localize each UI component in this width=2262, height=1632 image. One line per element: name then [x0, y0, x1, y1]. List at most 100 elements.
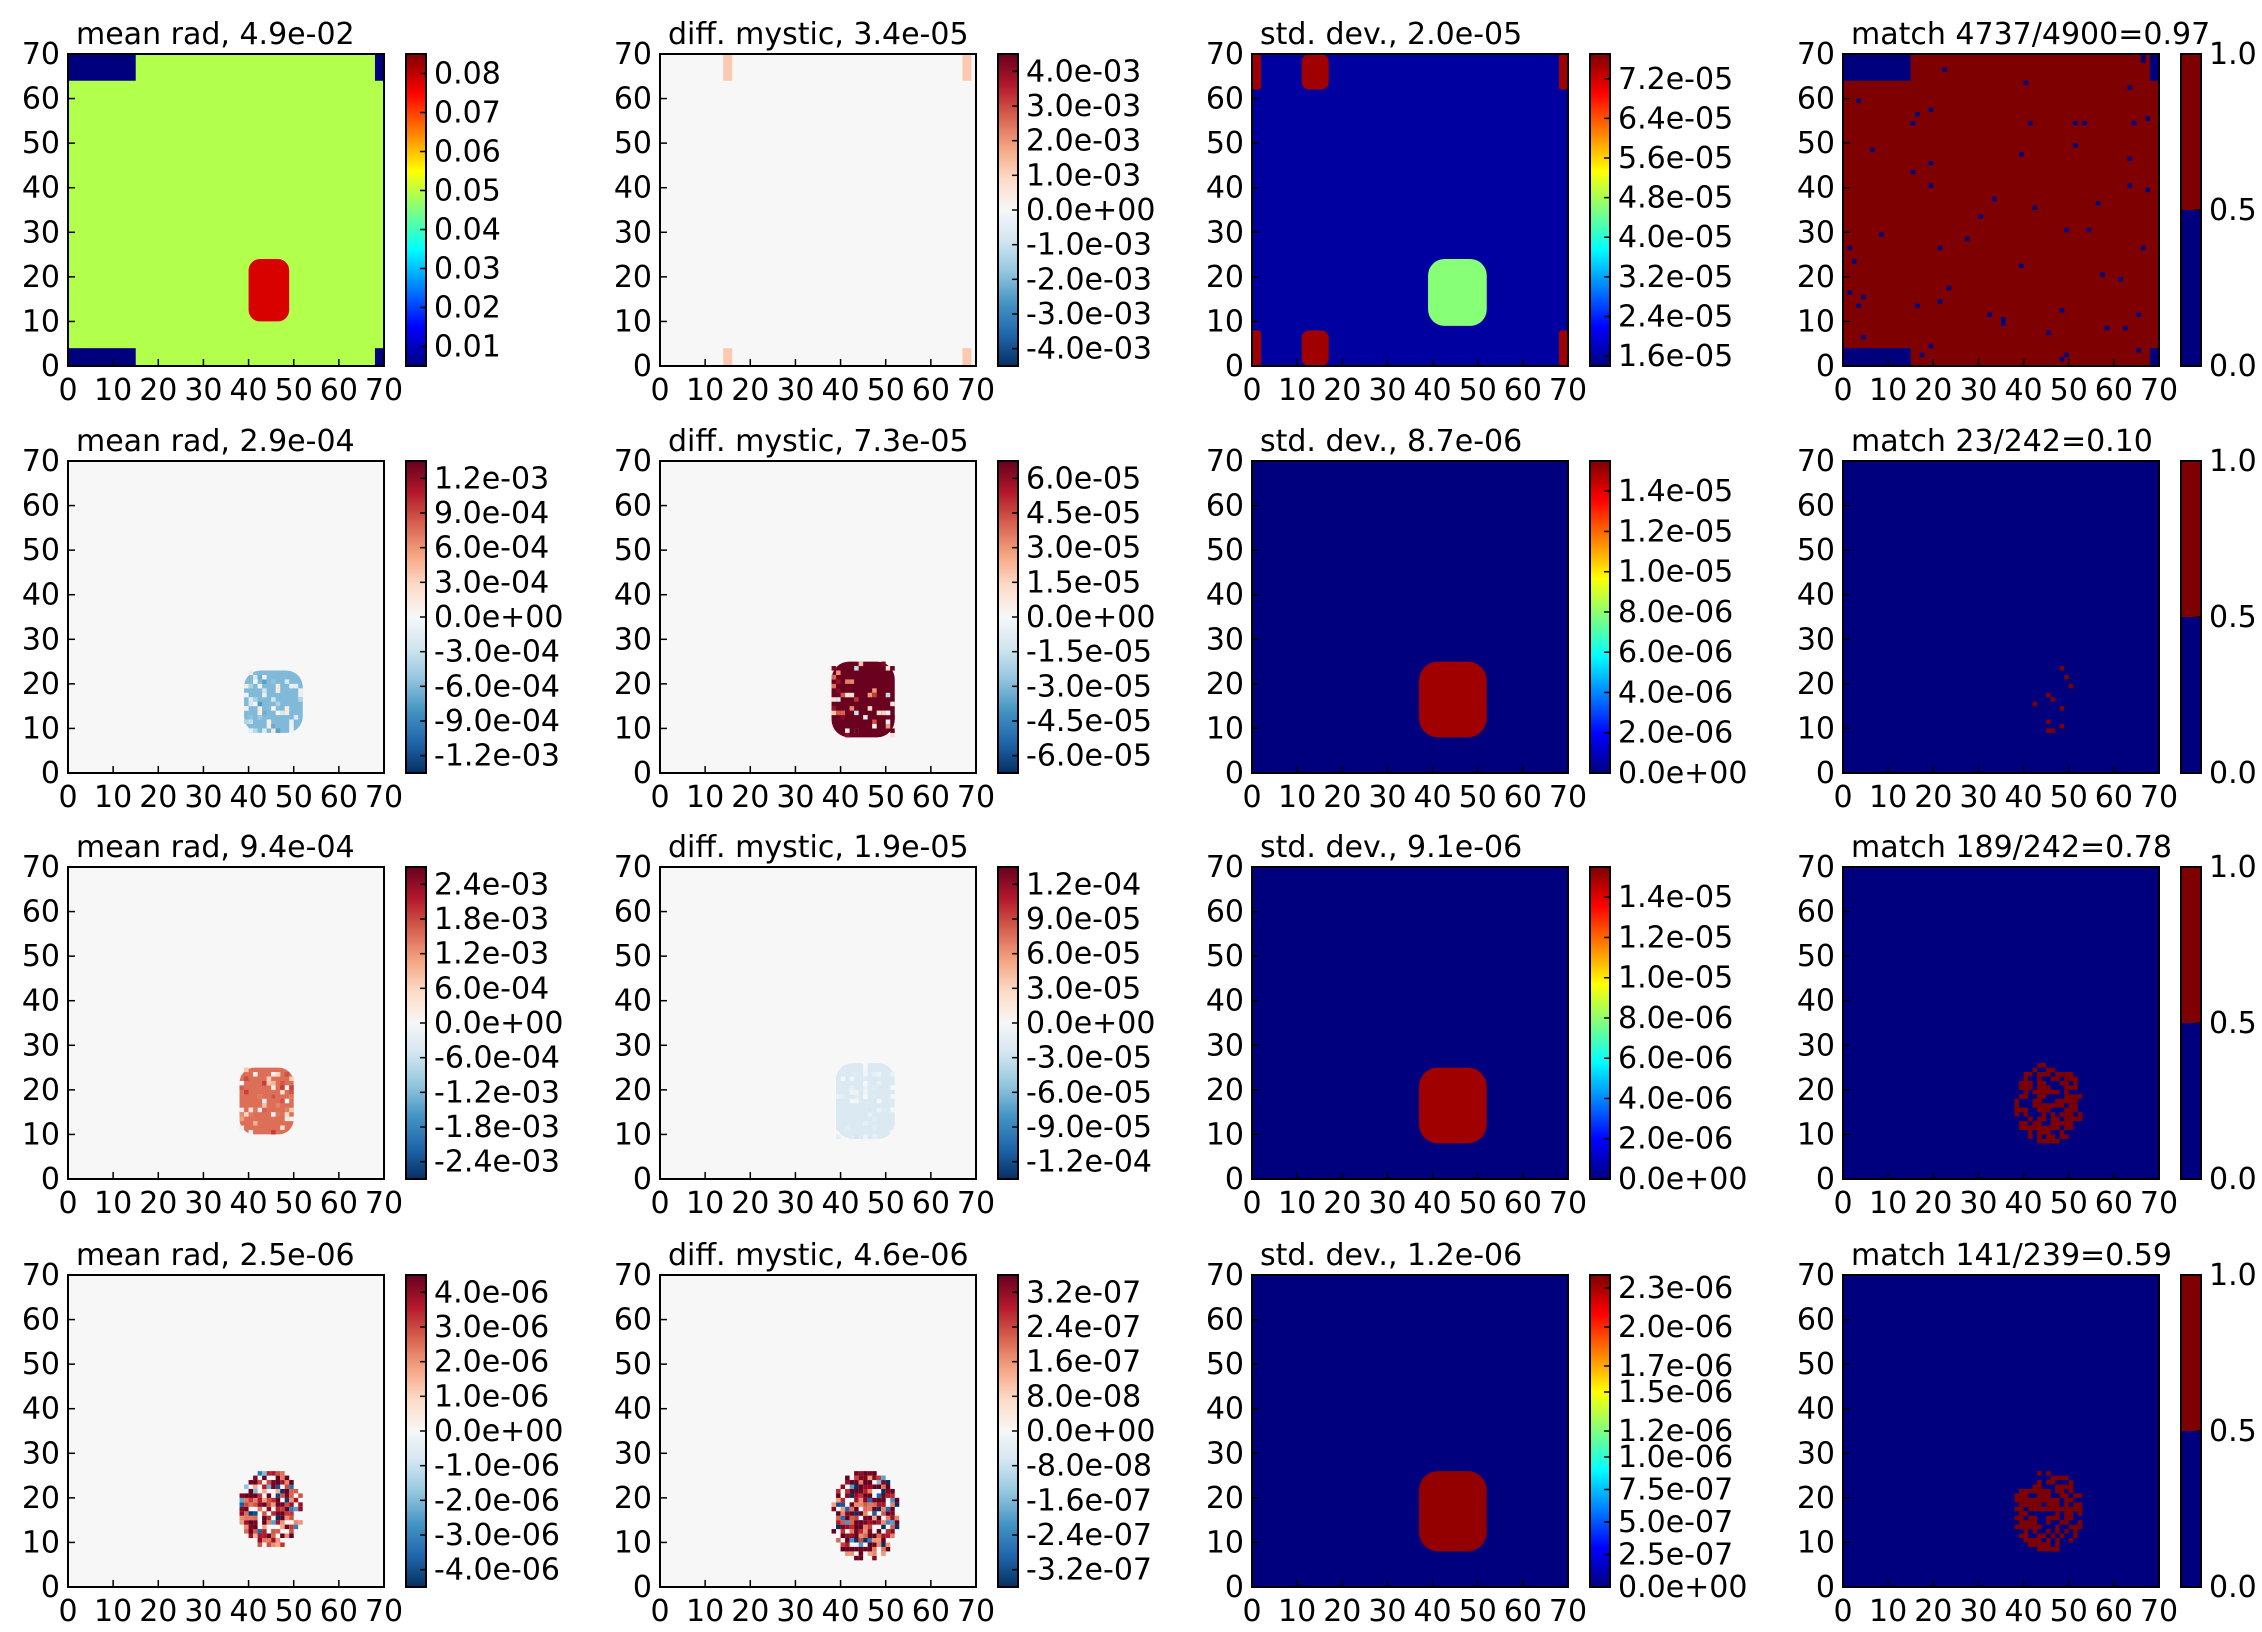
heatmap-cell [2032, 1089, 2038, 1095]
heatmap-cell [881, 1484, 886, 1489]
heatmap-cell [2122, 325, 2128, 331]
heatmap-cell [2032, 1484, 2038, 1489]
heatmap-cell [2068, 1537, 2074, 1543]
heatmap-cell [2068, 1125, 2074, 1131]
heatmap-cell [836, 1488, 841, 1494]
heatmap-cell [872, 1520, 877, 1525]
colorbar-tick-label: 3.0e-05 [1026, 971, 1141, 1006]
heatmap-cell [262, 1475, 267, 1481]
x-tick-label: 50 [867, 1186, 905, 1221]
x-tick-label: 50 [1459, 780, 1497, 815]
panel-3-4: match 189/242=0.780 10 20 30 40 50 60 700102030… [1797, 830, 2257, 1221]
heatmap-cell [1937, 245, 1943, 251]
plot-frame [1842, 460, 2160, 774]
heatmap-cell [2046, 1493, 2051, 1498]
heatmap-cell [876, 1537, 882, 1543]
colorbar-tick-label: -6.0e-05 [1026, 1075, 1152, 1110]
heatmap-cell [2055, 1103, 2060, 1108]
heatmap-cell [854, 710, 859, 716]
heatmap-cell [2118, 276, 2123, 282]
y-tick-label: 60 [614, 489, 652, 524]
heatmap-cell [2077, 1502, 2083, 1507]
colorbar-tick-label: 4.5e-05 [1026, 496, 1141, 531]
heatmap-cell [2046, 1085, 2051, 1090]
heatmap-cell [1856, 98, 1862, 104]
heatmap-cell [2023, 1080, 2029, 1086]
heatmap-background [1252, 54, 1568, 366]
heatmap-cell [2037, 1089, 2042, 1095]
x-tick-label: 70 [365, 373, 403, 408]
heatmap-cell [2068, 1497, 2074, 1503]
heatmap-cell [1928, 183, 1934, 188]
heatmap-cell [271, 1112, 276, 1117]
plot-frame [659, 866, 977, 1180]
panel-title: std. dev., 1.2e-06 [1260, 1238, 1522, 1273]
x-tick-label: 40 [1413, 1594, 1451, 1629]
heatmap-cell [293, 692, 299, 698]
heatmap-cell [836, 1524, 841, 1530]
heatmap-cell [262, 1515, 267, 1521]
heatmap-cell [2019, 1493, 2024, 1498]
colorbar-tick-label: 1.0e-05 [1618, 961, 1733, 996]
heatmap-cell [836, 1537, 841, 1543]
y-tick-label: 20 [22, 1481, 60, 1516]
x-tick-label: 20 [1914, 373, 1952, 408]
heatmap-cell [2050, 1121, 2056, 1126]
y-tick-label: 10 [614, 711, 652, 746]
heatmap-cell [2041, 1488, 2047, 1494]
heatmap-cell [289, 1107, 294, 1113]
heatmap-cell [266, 1502, 272, 1507]
panel-title: mean rad, 4.9e-02 [76, 17, 355, 52]
heatmap-cell [836, 1134, 841, 1139]
colorbar-tick-label: 9.0e-05 [1026, 902, 1141, 937]
heatmap-cell [872, 1116, 877, 1122]
heatmap-cell [831, 666, 837, 671]
heatmap-feature [68, 348, 136, 366]
heatmap-cell [863, 1471, 868, 1476]
heatmap-cell [881, 1542, 886, 1547]
heatmap-cell [257, 1533, 263, 1539]
colorbar-tick-label: 0.08 [434, 57, 501, 92]
heatmap-cell [2032, 1515, 2038, 1521]
x-tick-label: 20 [731, 1186, 769, 1221]
heatmap-cell [2028, 1497, 2033, 1503]
heatmap-cell [854, 1515, 859, 1521]
heatmap-cell [239, 1080, 245, 1086]
heatmap-cell [2028, 1129, 2033, 1135]
heatmap-feature [68, 54, 136, 81]
heatmap-cell [244, 1506, 249, 1512]
heatmap-cell [271, 1080, 276, 1086]
colorbar-tick-label: 8.0e-06 [1618, 1001, 1733, 1036]
heatmap-cell [854, 1094, 859, 1099]
heatmap-cell [858, 1524, 864, 1530]
x-tick-label: 0 [650, 1186, 669, 1221]
heatmap-cell [2050, 728, 2056, 733]
heatmap-cell [849, 1134, 855, 1139]
heatmap-cell [885, 1520, 891, 1525]
heatmap-cell [289, 1493, 294, 1498]
heatmap-cell [2055, 1506, 2060, 1512]
heatmap-cell [248, 719, 254, 725]
heatmap-cell [872, 1533, 877, 1539]
y-tick-label: 20 [614, 1481, 652, 1516]
y-tick-label: 20 [614, 260, 652, 295]
heatmap-cell [863, 1515, 868, 1521]
heatmap-cell [2041, 1533, 2047, 1539]
colorbar-tick-label: 0.06 [434, 135, 501, 170]
heatmap-cell [257, 683, 263, 689]
heatmap-cell [2055, 1138, 2060, 1144]
heatmap-feature [1558, 54, 1568, 90]
panel-2-1: mean rad, 2.9e-040 10 20 30 40 50 60 7001020304… [22, 424, 564, 815]
heatmap-cell [854, 1098, 859, 1104]
heatmap-cell [872, 1511, 877, 1516]
heatmap-cell [253, 1107, 258, 1113]
x-tick-label: 50 [275, 1186, 313, 1221]
heatmap-cell [836, 1493, 841, 1498]
heatmap-cell [849, 1493, 855, 1498]
plot-frame [67, 1274, 385, 1588]
heatmap-cell [2064, 1475, 2069, 1481]
colorbar-high [2181, 54, 2201, 210]
heatmap-cell [2055, 1076, 2060, 1081]
heatmap-cell [2127, 156, 2132, 162]
y-tick-label: 30 [22, 622, 60, 657]
